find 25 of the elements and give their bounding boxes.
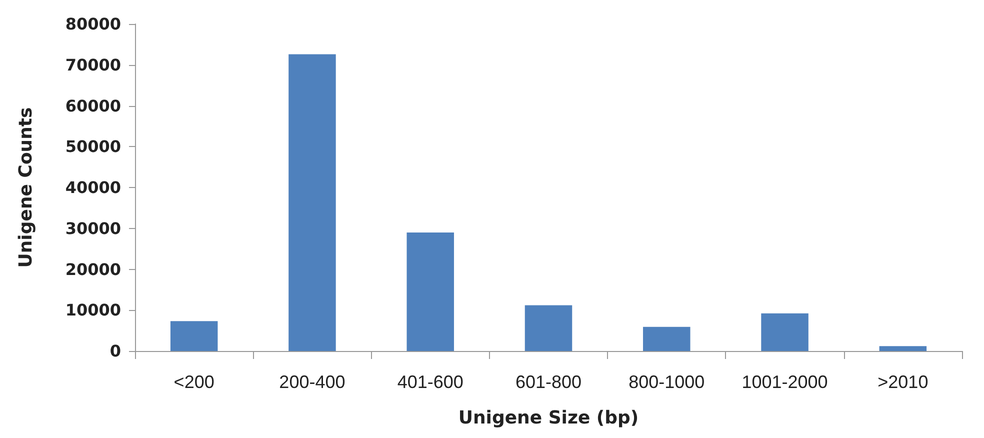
y-tick-label: 0 (110, 342, 121, 360)
bar (879, 346, 927, 351)
x-tick-label: 200-400 (279, 372, 346, 392)
y-tick-label: 60000 (65, 96, 121, 116)
y-axis-title: Unigene Counts (16, 107, 36, 268)
y-tick-label: 20000 (65, 260, 121, 279)
bar (170, 321, 218, 351)
bar (643, 326, 690, 351)
y-tick-label: 30000 (65, 218, 121, 238)
x-tick-label: 601-800 (515, 372, 582, 392)
x-tick-label: 1001-2000 (742, 372, 828, 392)
x-tick-label: <200 (174, 372, 214, 392)
x-axis-title: Unigene Size (bp) (458, 408, 639, 428)
bar (406, 232, 454, 351)
y-tick-label: 80000 (65, 14, 121, 34)
bar (524, 305, 572, 351)
y-tick-label: 70000 (65, 55, 121, 74)
x-tick-label: 800-1000 (628, 372, 705, 392)
x-tick-label: 401-600 (397, 372, 464, 392)
x-tick-label: >2010 (878, 372, 928, 392)
bar (288, 54, 336, 351)
y-tick-label: 50000 (65, 137, 121, 156)
y-tick-label: 10000 (65, 300, 121, 320)
bar (761, 313, 808, 351)
y-tick-label: 40000 (65, 178, 121, 197)
